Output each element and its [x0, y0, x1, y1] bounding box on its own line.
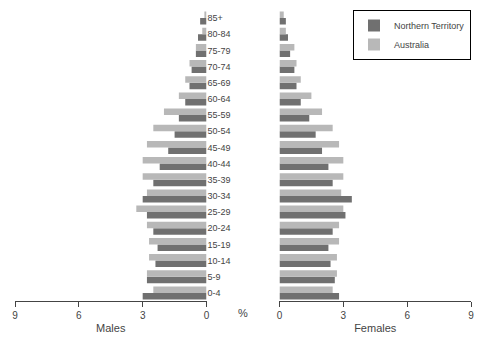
svg-text:0: 0: [277, 310, 283, 321]
svg-text:%: %: [238, 307, 248, 319]
svg-text:75-79: 75-79: [208, 46, 231, 56]
svg-text:70-74: 70-74: [208, 62, 231, 72]
svg-text:9: 9: [468, 310, 474, 321]
svg-text:15-19: 15-19: [208, 240, 231, 250]
svg-text:50-54: 50-54: [208, 126, 231, 136]
svg-text:5-9: 5-9: [208, 272, 221, 282]
svg-text:0: 0: [204, 310, 210, 321]
svg-text:6: 6: [404, 310, 410, 321]
svg-text:40-44: 40-44: [208, 159, 231, 169]
svg-text:85+: 85+: [208, 13, 223, 23]
svg-text:65-69: 65-69: [208, 78, 231, 88]
svg-text:Males: Males: [96, 322, 126, 334]
svg-text:60-64: 60-64: [208, 94, 231, 104]
svg-text:Northern Territory: Northern Territory: [394, 21, 464, 31]
svg-text:80-84: 80-84: [208, 29, 231, 39]
svg-text:55-59: 55-59: [208, 110, 231, 120]
svg-text:45-49: 45-49: [208, 143, 231, 153]
svg-text:0-4: 0-4: [208, 288, 221, 298]
svg-text:25-29: 25-29: [208, 207, 231, 217]
svg-text:3: 3: [341, 310, 347, 321]
svg-text:9: 9: [12, 310, 18, 321]
svg-text:Females: Females: [354, 322, 397, 334]
svg-text:10-14: 10-14: [208, 256, 231, 266]
svg-text:20-24: 20-24: [208, 223, 231, 233]
svg-text:35-39: 35-39: [208, 175, 231, 185]
svg-text:30-34: 30-34: [208, 191, 231, 201]
svg-text:6: 6: [76, 310, 82, 321]
svg-text:3: 3: [140, 310, 146, 321]
svg-text:Australia: Australia: [394, 40, 429, 50]
